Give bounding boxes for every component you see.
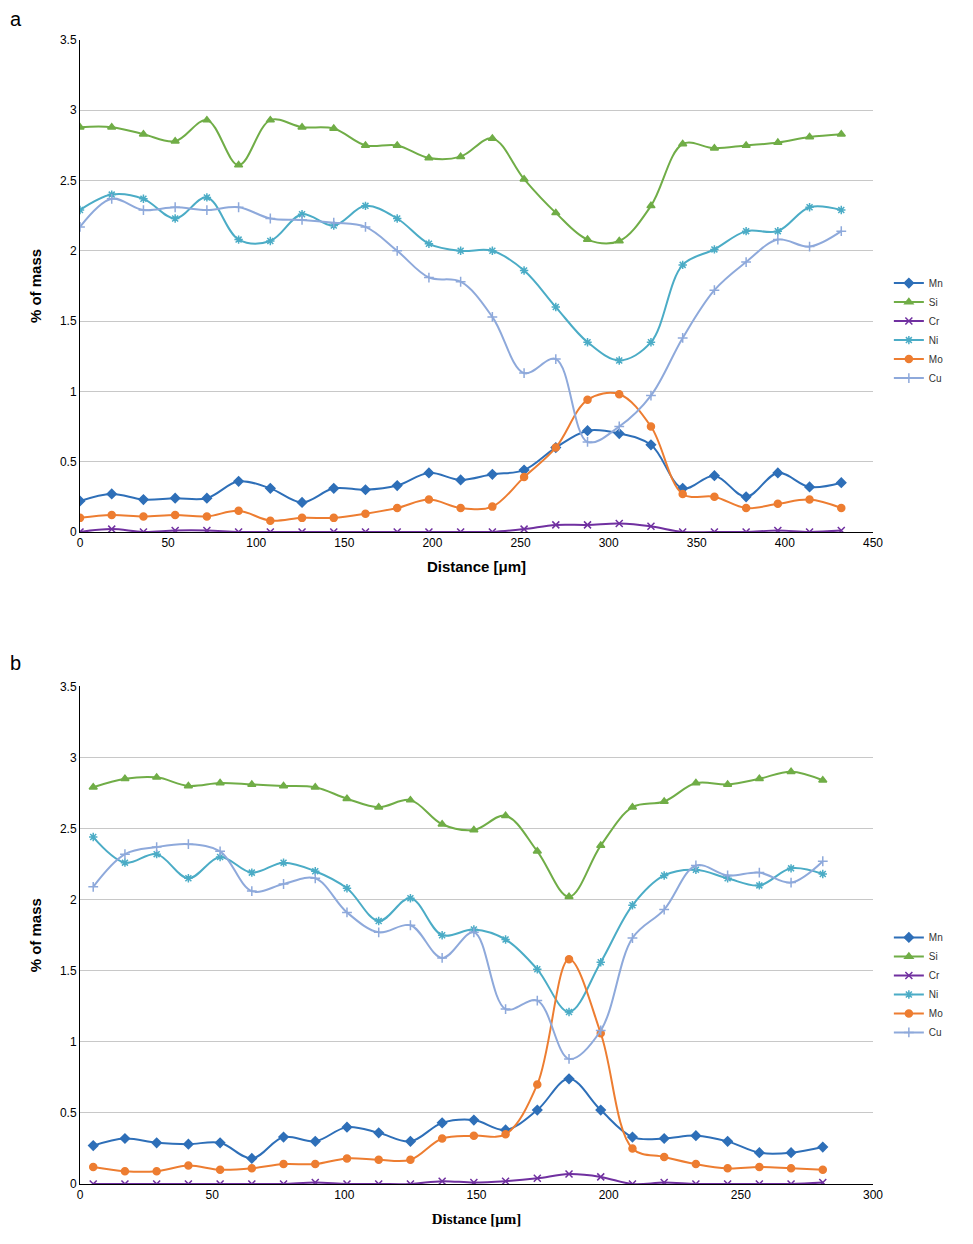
- svg-text:b: b: [10, 652, 21, 674]
- svg-text:3.5: 3.5: [60, 680, 77, 694]
- svg-text:1.5: 1.5: [60, 314, 77, 328]
- svg-text:Mn: Mn: [929, 932, 943, 943]
- svg-text:Ni: Ni: [929, 335, 938, 346]
- svg-text:450: 450: [863, 536, 883, 550]
- svg-text:200: 200: [422, 536, 442, 550]
- svg-text:0: 0: [77, 1188, 84, 1202]
- svg-text:Mn: Mn: [929, 278, 943, 289]
- svg-text:2: 2: [70, 244, 77, 258]
- svg-text:1: 1: [70, 1035, 77, 1049]
- svg-text:0.5: 0.5: [60, 1106, 77, 1120]
- svg-text:Distance [μm]: Distance [μm]: [432, 1211, 522, 1227]
- svg-text:300: 300: [599, 536, 619, 550]
- svg-text:250: 250: [731, 1188, 751, 1202]
- svg-text:100: 100: [246, 536, 266, 550]
- svg-text:0: 0: [70, 1177, 77, 1191]
- svg-text:2.5: 2.5: [60, 174, 77, 188]
- svg-text:300: 300: [863, 1188, 883, 1202]
- svg-text:400: 400: [775, 536, 795, 550]
- svg-text:200: 200: [599, 1188, 619, 1202]
- svg-text:0: 0: [77, 536, 84, 550]
- svg-text:Distance [μm]: Distance [μm]: [427, 558, 526, 575]
- svg-text:Si: Si: [929, 297, 938, 308]
- svg-text:50: 50: [161, 536, 175, 550]
- svg-text:Si: Si: [929, 951, 938, 962]
- svg-text:150: 150: [334, 536, 354, 550]
- svg-text:1: 1: [70, 385, 77, 399]
- svg-text:100: 100: [334, 1188, 354, 1202]
- svg-text:Ni: Ni: [929, 989, 938, 1000]
- svg-text:3: 3: [70, 103, 77, 117]
- svg-text:% of mass: % of mass: [27, 249, 44, 323]
- svg-text:150: 150: [466, 1188, 486, 1202]
- svg-text:0: 0: [70, 525, 77, 539]
- svg-text:% of mass: % of mass: [27, 898, 44, 972]
- svg-text:2: 2: [70, 893, 77, 907]
- svg-text:Cu: Cu: [929, 373, 942, 384]
- svg-text:250: 250: [511, 536, 531, 550]
- svg-text:Cr: Cr: [929, 970, 940, 981]
- svg-text:Cu: Cu: [929, 1027, 942, 1038]
- svg-text:Mo: Mo: [929, 1008, 943, 1019]
- svg-text:0.5: 0.5: [60, 455, 77, 469]
- svg-text:1.5: 1.5: [60, 964, 77, 978]
- svg-text:a: a: [10, 8, 22, 30]
- svg-text:3.5: 3.5: [60, 33, 77, 47]
- svg-text:Mo: Mo: [929, 354, 943, 365]
- svg-text:Cr: Cr: [929, 316, 940, 327]
- svg-text:3: 3: [70, 751, 77, 765]
- svg-text:2.5: 2.5: [60, 822, 77, 836]
- svg-text:350: 350: [687, 536, 707, 550]
- svg-text:50: 50: [205, 1188, 219, 1202]
